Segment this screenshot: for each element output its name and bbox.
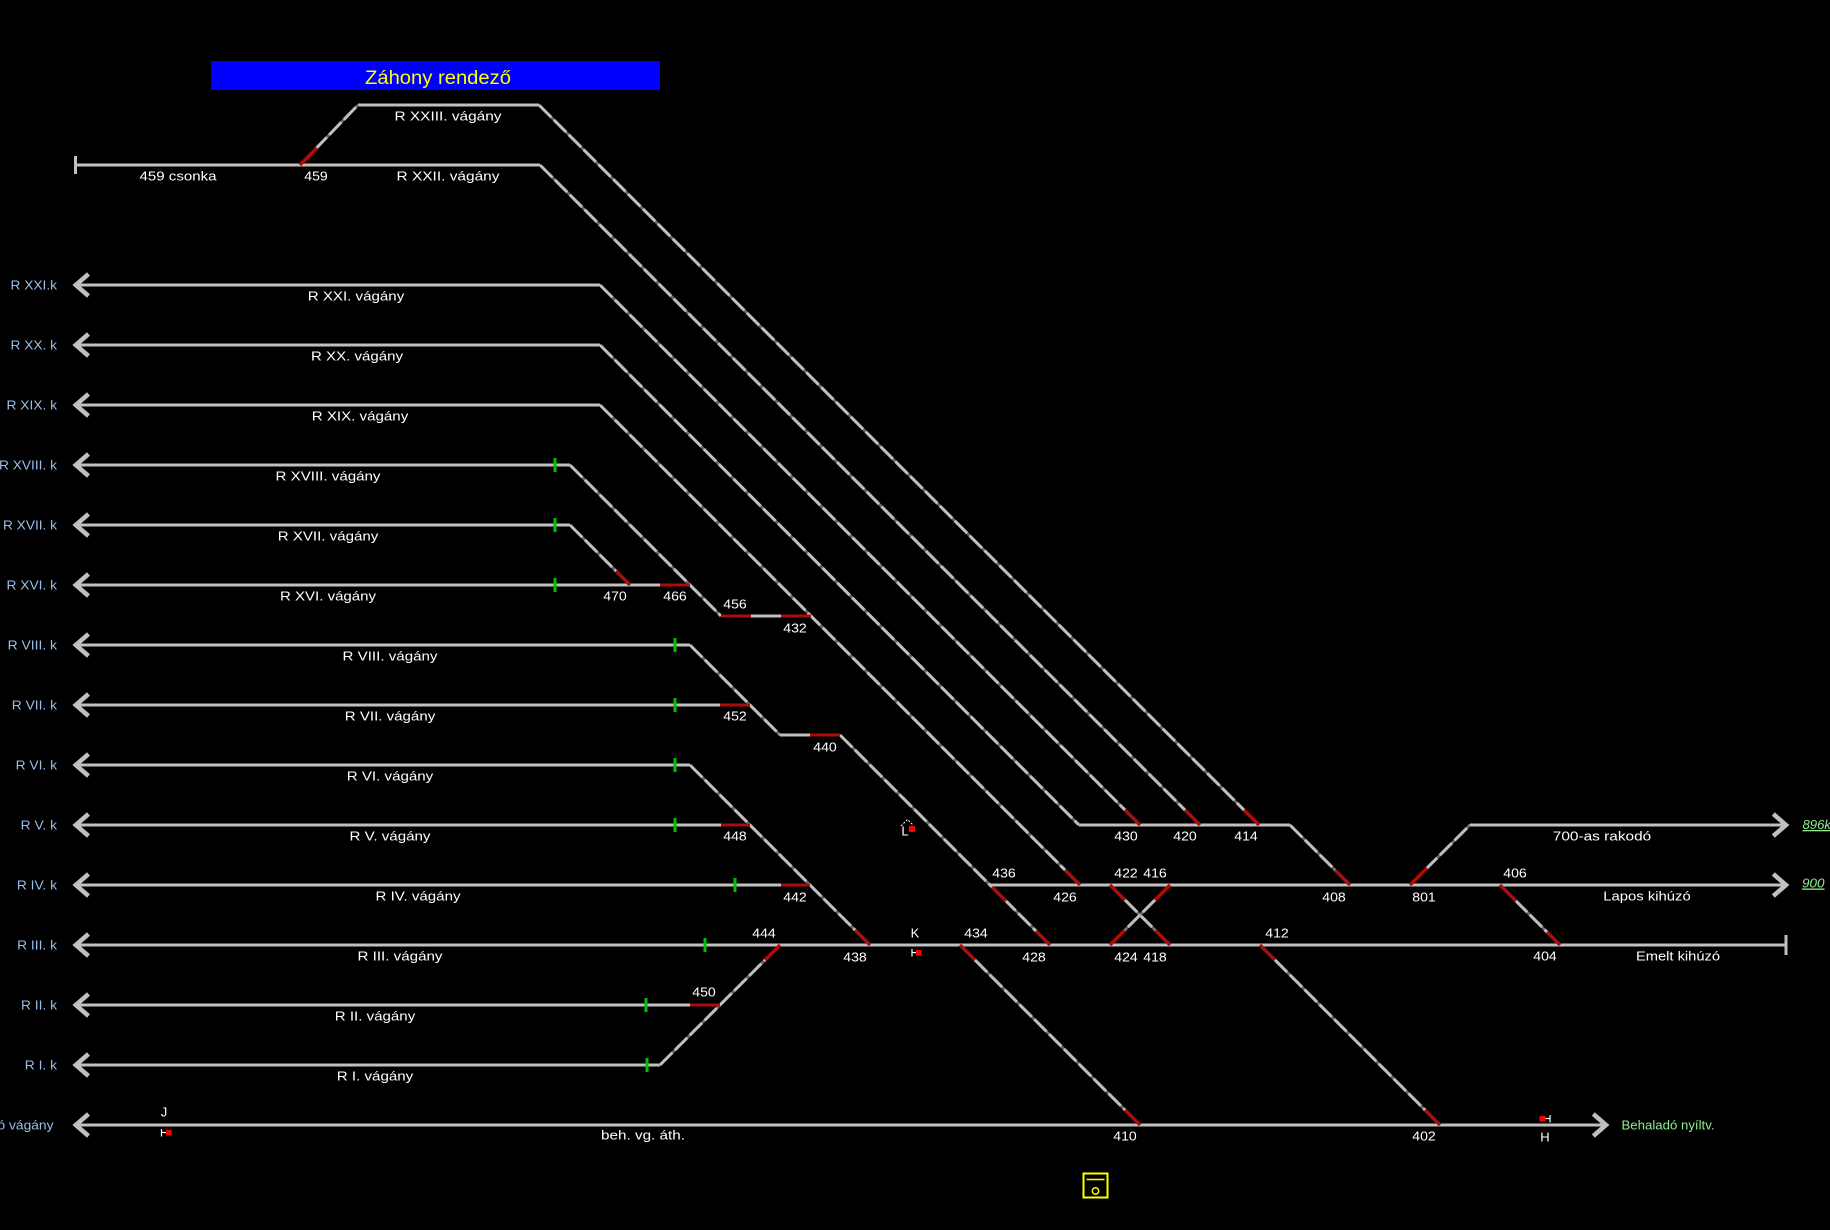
svg-text:beh. vg. áth.: beh. vg. áth. [601, 1128, 685, 1143]
svg-text:R III. k: R III. k [17, 938, 57, 953]
svg-text:Emelt kihúzó: Emelt kihúzó [1636, 949, 1720, 964]
svg-text:428: 428 [1022, 950, 1046, 965]
svg-text:436: 436 [992, 866, 1016, 881]
svg-text:R XX. vágány: R XX. vágány [311, 349, 404, 364]
svg-text:404: 404 [1533, 949, 1557, 964]
svg-text:R VII. vágány: R VII. vágány [345, 709, 436, 724]
svg-text:466: 466 [663, 589, 687, 604]
svg-text:R XXI.k: R XXI.k [11, 278, 58, 293]
svg-text:Záhony rendező: Záhony rendező [365, 68, 511, 89]
svg-text:402: 402 [1412, 1129, 1436, 1144]
svg-text:R VII. k: R VII. k [12, 698, 58, 713]
svg-text:R I. vágány: R I. vágány [337, 1069, 414, 1084]
svg-text:Lapos kihúzó: Lapos kihúzó [1603, 889, 1691, 904]
svg-text:R IV. vágány: R IV. vágány [376, 889, 462, 904]
svg-text:R XVI. vágány: R XVI. vágány [280, 589, 377, 604]
svg-text:406: 406 [1503, 866, 1527, 881]
svg-text:R XVI. k: R XVI. k [7, 578, 58, 593]
svg-text:896k: 896k [1803, 817, 1830, 832]
svg-text:K: K [911, 926, 920, 941]
svg-text:416: 416 [1143, 866, 1167, 881]
svg-text:R XVIII. k: R XVIII. k [0, 458, 58, 473]
svg-text:R IV. k: R IV. k [17, 878, 58, 893]
svg-text:414: 414 [1234, 829, 1258, 844]
svg-text:R XVII. k: R XVII. k [3, 518, 58, 533]
svg-text:432: 432 [783, 621, 807, 636]
svg-text:450: 450 [692, 985, 716, 1000]
svg-text:434: 434 [964, 926, 988, 941]
svg-text:R XVII. vágány: R XVII. vágány [278, 529, 379, 544]
svg-text:R II. vágány: R II. vágány [335, 1009, 416, 1024]
svg-text:459: 459 [304, 169, 328, 184]
svg-text:470: 470 [603, 589, 627, 604]
svg-text:440: 440 [813, 740, 837, 755]
svg-text:408: 408 [1322, 890, 1346, 905]
svg-text:ó vágány: ó vágány [0, 1118, 54, 1133]
svg-text:R I. k: R I. k [25, 1058, 58, 1073]
svg-text:410: 410 [1113, 1129, 1137, 1144]
svg-text:R XIX. vágány: R XIX. vágány [312, 409, 409, 424]
svg-text:R III. vágány: R III. vágány [358, 949, 444, 964]
svg-text:R VIII. k: R VIII. k [8, 638, 58, 653]
svg-text:418: 418 [1143, 950, 1167, 965]
svg-text:430: 430 [1114, 829, 1138, 844]
svg-text:R II. k: R II. k [21, 998, 58, 1013]
svg-text:459 csonka: 459 csonka [140, 169, 218, 184]
svg-text:700-as rakodó: 700-as rakodó [1553, 829, 1652, 844]
svg-text:R XX. k: R XX. k [11, 338, 58, 353]
svg-text:426: 426 [1053, 890, 1077, 905]
svg-text:452: 452 [723, 709, 747, 724]
svg-text:438: 438 [843, 950, 867, 965]
svg-text:R XXII. vágány: R XXII. vágány [397, 169, 501, 184]
svg-text:R VI. vágány: R VI. vágány [347, 769, 434, 784]
svg-text:422: 422 [1114, 866, 1138, 881]
svg-text:R V. k: R V. k [21, 818, 58, 833]
svg-text:R V. vágány: R V. vágány [350, 829, 432, 844]
svg-text:R XIX. k: R XIX. k [7, 398, 58, 413]
svg-text:456: 456 [723, 597, 747, 612]
svg-text:R VI. k: R VI. k [16, 758, 58, 773]
svg-text:444: 444 [752, 926, 776, 941]
svg-text:900: 900 [1802, 876, 1825, 891]
svg-text:J: J [161, 1105, 168, 1120]
svg-text:801: 801 [1412, 890, 1436, 905]
svg-text:H: H [1540, 1130, 1549, 1145]
svg-text:424: 424 [1114, 950, 1138, 965]
svg-text:R VIII. vágány: R VIII. vágány [343, 649, 439, 664]
svg-text:448: 448 [723, 829, 747, 844]
svg-text:412: 412 [1265, 926, 1289, 941]
svg-text:R XVIII. vágány: R XVIII. vágány [276, 469, 382, 484]
svg-text:Behaladó nyíltv.: Behaladó nyíltv. [1622, 1118, 1715, 1133]
svg-text:L: L [901, 824, 908, 839]
svg-text:420: 420 [1173, 829, 1197, 844]
svg-text:442: 442 [783, 890, 807, 905]
svg-text:R XXI. vágány: R XXI. vágány [308, 289, 405, 304]
svg-text:R XXIII. vágány: R XXIII. vágány [395, 109, 503, 124]
